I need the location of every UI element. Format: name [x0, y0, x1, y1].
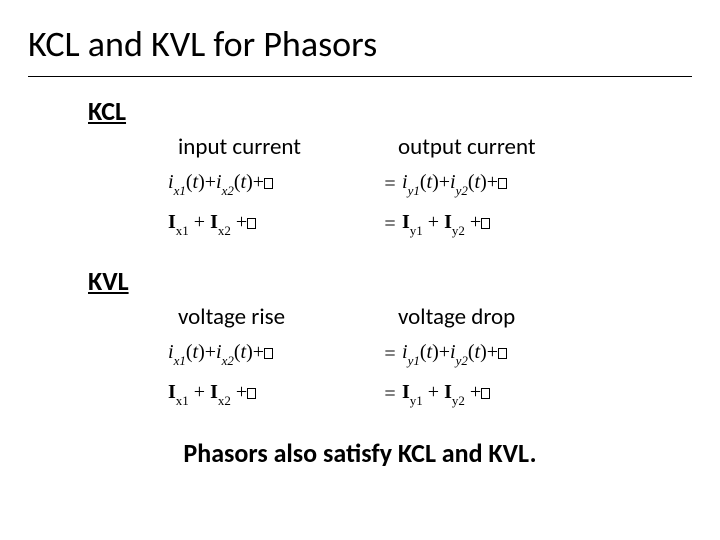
kcl-eq-phasor-lhs: Ix1 + Ix2 +: [168, 211, 378, 237]
kvl-eq-time-eq: =: [378, 343, 402, 366]
kcl-column-labels: input current output current: [178, 133, 692, 161]
kvl-eq-time-rhs: iy1(t)+iy2(t)+: [402, 341, 612, 367]
kvl-column-labels: voltage rise voltage drop: [178, 303, 692, 331]
kvl-label: KVL: [88, 265, 692, 297]
kcl-equations: ix1(t)+ix2(t)+ = iy1(t)+iy2(t)+ Ix1 + Ix…: [168, 171, 692, 237]
slide: KCL and KVL for Phasors KCL input curren…: [0, 0, 720, 540]
kcl-eq-phasor: Ix1 + Ix2 + = Iy1 + Iy2 +: [168, 211, 692, 237]
kvl-col-drop: voltage drop: [398, 303, 618, 331]
kvl-col-rise: voltage rise: [178, 303, 398, 331]
kcl-col-input: input current: [178, 133, 398, 161]
kvl-eq-phasor-rhs: Iy1 + Iy2 +: [402, 381, 612, 407]
conclusion-text: Phasors also satisfy KCL and KVL.: [28, 437, 692, 469]
slide-title: KCL and KVL for Phasors: [28, 22, 692, 77]
kvl-eq-phasor-eq: =: [378, 383, 402, 406]
kvl-equations: ix1(t)+ix2(t)+ = iy1(t)+iy2(t)+ Ix1 + Ix…: [168, 341, 692, 407]
kcl-col-output: output current: [398, 133, 618, 161]
kcl-label: KCL: [88, 95, 692, 127]
kcl-eq-time-lhs: ix1(t)+ix2(t)+: [168, 171, 378, 197]
kvl-eq-time-lhs: ix1(t)+ix2(t)+: [168, 341, 378, 367]
kvl-eq-phasor-lhs: Ix1 + Ix2 +: [168, 381, 378, 407]
kvl-eq-phasor: Ix1 + Ix2 + = Iy1 + Iy2 +: [168, 381, 692, 407]
kcl-eq-phasor-eq: =: [378, 213, 402, 236]
kvl-eq-time: ix1(t)+ix2(t)+ = iy1(t)+iy2(t)+: [168, 341, 692, 367]
kcl-eq-phasor-rhs: Iy1 + Iy2 +: [402, 211, 612, 237]
kcl-eq-time-rhs: iy1(t)+iy2(t)+: [402, 171, 612, 197]
kcl-eq-time: ix1(t)+ix2(t)+ = iy1(t)+iy2(t)+: [168, 171, 692, 197]
kcl-eq-time-eq: =: [378, 173, 402, 196]
